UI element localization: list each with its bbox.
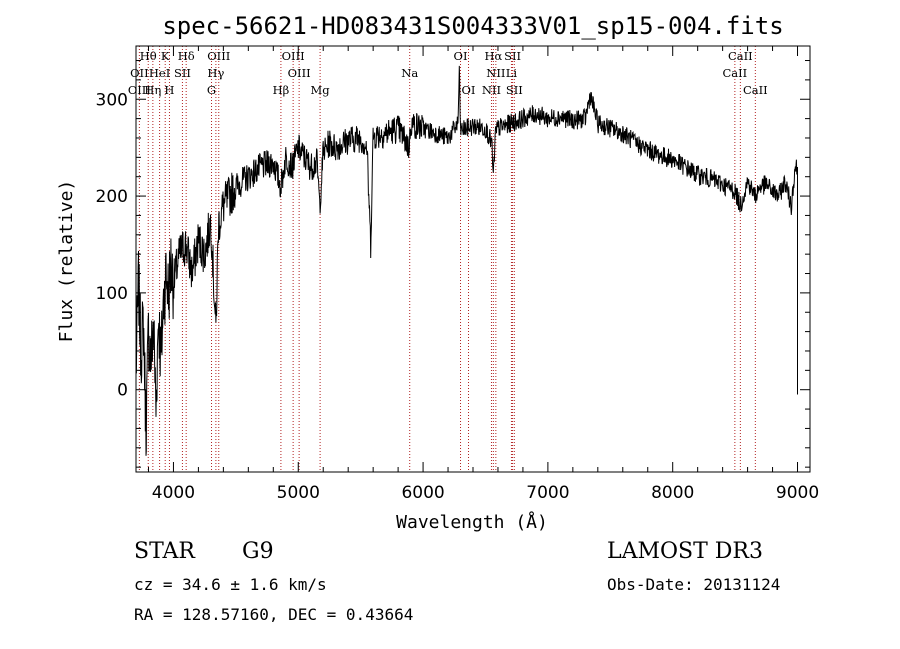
line-label: Hβ: [273, 83, 290, 97]
x-tick-label: 6000: [401, 483, 444, 503]
line-label: Hθ: [140, 49, 157, 63]
line-label: OIII: [207, 49, 230, 63]
x-tick-label: 8000: [651, 483, 694, 503]
y-tick-label: 200: [96, 187, 128, 207]
x-tick-label: 5000: [277, 483, 320, 503]
line-label: Na: [401, 66, 418, 80]
x-axis-label: Wavelength (Å): [396, 511, 548, 533]
ra-dec-coordinates: RA = 128.57160, DEC = 0.43664: [134, 605, 414, 624]
line-label: NII: [486, 66, 505, 80]
line-label: Hη: [144, 83, 161, 97]
line-label: SII: [506, 83, 523, 97]
redshift-value: cz = 34.6 ± 1.6 km/s: [134, 575, 327, 594]
y-tick-label: 100: [96, 284, 128, 304]
line-label: SII: [174, 66, 191, 80]
line-label: NII: [482, 83, 501, 97]
line-label: OII: [130, 66, 149, 80]
plot-frame: [135, 45, 811, 473]
line-label: OIII: [282, 49, 305, 63]
line-label: Hα: [484, 49, 502, 63]
y-tick-label: 300: [96, 90, 128, 110]
y-axis-label: Flux (relative): [56, 180, 77, 343]
line-label: CaII: [743, 83, 768, 97]
y-tick-label: 0: [117, 381, 128, 401]
line-label: OI: [462, 83, 476, 97]
object-subclass: G9: [242, 539, 274, 564]
x-tick-label: 7000: [526, 483, 569, 503]
line-label: OIII: [288, 66, 311, 80]
line-label: CaII: [722, 66, 747, 80]
line-label: HeI: [149, 66, 170, 80]
chart-title: spec-56621-HD083431S004333V01_sp15-004.f…: [162, 12, 783, 40]
line-label: H: [164, 83, 174, 97]
flux-series-line: [135, 65, 798, 456]
line-label: Hγ: [207, 66, 224, 80]
line-label: OI: [454, 49, 468, 63]
y-axis-ticks: 0 100 200 300: [96, 60, 810, 468]
line-label: CaII: [728, 49, 753, 63]
line-label: K: [161, 49, 170, 63]
line-label: OIII: [128, 83, 151, 97]
line-label: Hδ: [178, 49, 195, 63]
x-tick-label: 9000: [776, 483, 819, 503]
line-label: G: [207, 83, 216, 97]
object-type: STAR: [134, 539, 195, 564]
line-label: SII: [504, 49, 521, 63]
line-label: Mg: [311, 83, 331, 97]
x-tick-label: 4000: [152, 483, 195, 503]
observation-date: Obs-Date: 20131124: [607, 575, 781, 594]
line-label: Li: [506, 66, 518, 80]
survey-name: LAMOST DR3: [607, 539, 763, 564]
x-axis-ticks: 4000 5000 6000 7000 8000 9000: [147, 46, 819, 503]
spectral-line-markers: [138, 46, 756, 472]
